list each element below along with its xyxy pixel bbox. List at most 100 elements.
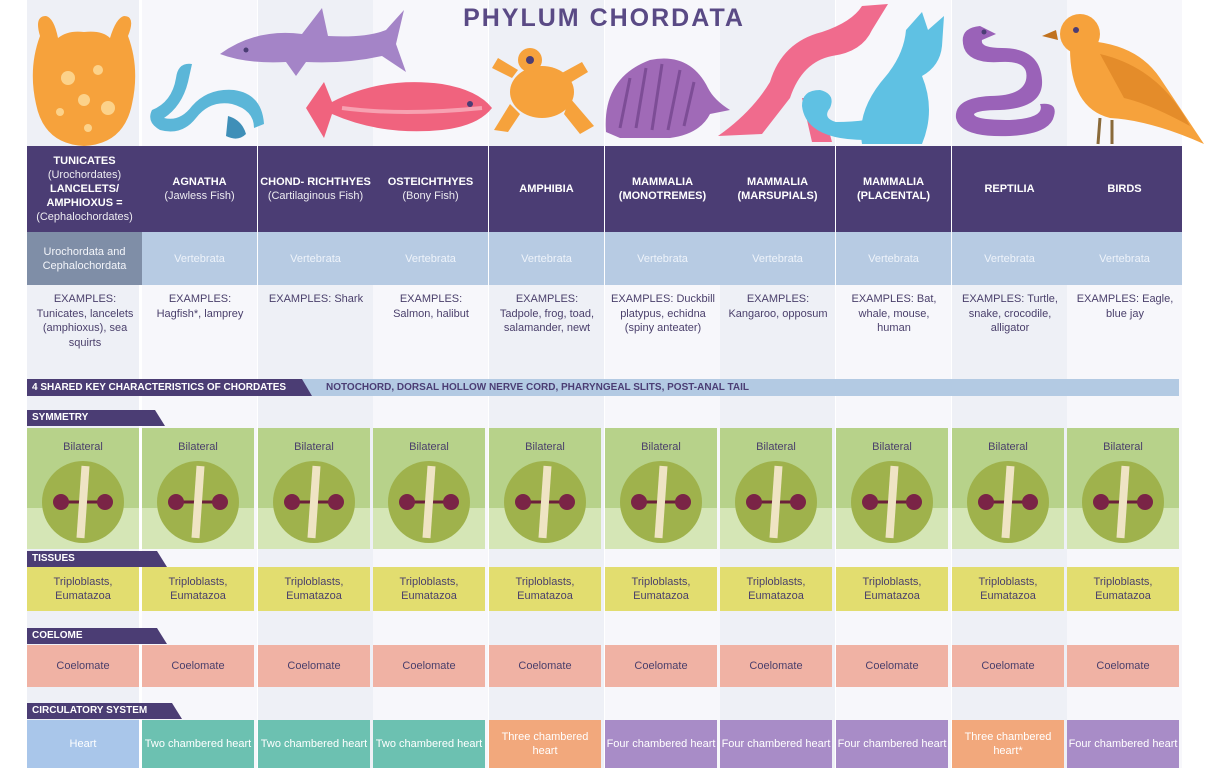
bilateral-symmetry-icon [504, 461, 586, 543]
class-header: MAMMALIA (PLACENTAL) [836, 146, 951, 232]
subphylum-cell: Vertebrata [142, 232, 257, 285]
bilateral-symmetry-icon [1082, 461, 1164, 543]
subphylum-cell: Vertebrata [489, 232, 604, 285]
snake-icon [955, 26, 1055, 137]
tissues-cell: Triploblasts, Eumatazoa [258, 567, 370, 611]
examples-cell: EXAMPLES: Kangaroo, opposum [728, 293, 828, 320]
bilateral-symmetry-icon [967, 461, 1049, 543]
class-name: REPTILIA [984, 183, 1035, 195]
examples-cell: EXAMPLES: Shark [268, 293, 364, 305]
bilateral-symmetry-icon [388, 461, 470, 543]
echidna-icon [605, 58, 730, 138]
subphylum-cell: Vertebrata [836, 232, 951, 285]
class-name: TUNICATES [53, 155, 116, 167]
subphylum-cell: Urochordata and Cephalochordata [27, 232, 142, 285]
examples-cell: EXAMPLES: Bat, whale, mouse, human [851, 293, 937, 334]
bilateral-symmetry-icon [273, 461, 355, 543]
class-name: CHOND- RICHTHYES [260, 176, 371, 188]
subphylum-cell: Vertebrata [373, 232, 488, 285]
bilateral-symmetry-icon [620, 461, 702, 543]
bilateral-symmetry-icon [735, 461, 817, 543]
class-header: MAMMALIA (MARSUPIALS) [720, 146, 835, 232]
class-common-name: (Urochordates) [47, 169, 122, 181]
tissues-cell: Triploblasts, Eumatazoa [605, 567, 717, 611]
class-common-name-secondary: (Cephalochordates) [36, 211, 133, 223]
shark-icon [220, 8, 406, 76]
salmon-icon [306, 82, 492, 138]
section-label-circulatory: CIRCULATORY SYSTEM [27, 703, 182, 719]
examples-cell: EXAMPLES: Eagle, blue jay [1076, 293, 1174, 320]
tissues-cell: Triploblasts, Eumatazoa [952, 567, 1064, 611]
coelome-cell: Coelomate [952, 645, 1064, 687]
coelome-cell: Coelomate [836, 645, 948, 687]
bilateral-symmetry-icon [851, 461, 933, 543]
cat-icon [802, 12, 944, 144]
class-name: MAMMALIA (MONOTREMES) [618, 176, 707, 202]
shared-characteristics-text: NOTOCHORD, DORSAL HOLLOW NERVE CORD, PHA… [326, 382, 749, 393]
coelome-cell: Coelomate [605, 645, 717, 687]
section-label-tissues: TISSUES [27, 551, 167, 567]
circulatory-cell: Four chambered heart [605, 720, 717, 768]
page-title: PHYLUM CHORDATA [463, 4, 745, 32]
tissues-cell: Triploblasts, Eumatazoa [1067, 567, 1179, 611]
coelome-cell: Coelomate [258, 645, 370, 687]
circulatory-cell: Four chambered heart [836, 720, 948, 768]
section-label-coelome: COELOME [27, 628, 167, 644]
circulatory-cell: Two chambered heart [142, 720, 254, 768]
bilateral-symmetry-icon [42, 461, 124, 543]
circulatory-cell: Three chambered heart* [952, 720, 1064, 768]
examples-cell: EXAMPLES: Duckbill platypus, echidna (sp… [611, 293, 715, 334]
circulatory-cell: Heart [27, 720, 139, 768]
circulatory-cell: Four chambered heart [1067, 720, 1179, 768]
circulatory-cell: Two chambered heart [258, 720, 370, 768]
examples-cell: EXAMPLES: Hagfish*, lamprey [156, 293, 244, 320]
class-header: TUNICATES (Urochordates) LANCELETS/ AMPHIO… [27, 146, 142, 232]
coelome-cell: Coelomate [27, 645, 139, 687]
examples-cell: EXAMPLES: Salmon, halibut [393, 293, 469, 320]
examples-cell: EXAMPLES: Tadpole, frog, toad, salamande… [499, 293, 595, 334]
class-common-name: (Bony Fish) [402, 190, 459, 202]
coelome-cell: Coelomate [373, 645, 485, 687]
tissues-cell: Triploblasts, Eumatazoa [373, 567, 485, 611]
tissues-cell: Triploblasts, Eumatazoa [836, 567, 948, 611]
circulatory-cell: Three chambered heart [489, 720, 601, 768]
eel-icon [150, 63, 264, 139]
class-header: OSTEICHTHYES (Bony Fish) [373, 146, 488, 232]
frog-icon [492, 48, 594, 134]
subphylum-cell: Vertebrata [720, 232, 835, 285]
class-header: CHOND- RICHTHYES (Cartilaginous Fish) [258, 146, 373, 232]
class-header: REPTILIA [952, 146, 1067, 232]
class-header: BIRDS [1067, 146, 1182, 232]
tissues-cell: Triploblasts, Eumatazoa [489, 567, 601, 611]
shared-characteristics-banner [27, 379, 1179, 396]
bilateral-symmetry-icon [157, 461, 239, 543]
subphylum-cell: Vertebrata [605, 232, 720, 285]
class-header: MAMMALIA (MONOTREMES) [605, 146, 720, 232]
class-header: AGNATHA (Jawless Fish) [142, 146, 257, 232]
class-name: MAMMALIA (PLACENTAL) [856, 176, 931, 202]
subphylum-cell: Vertebrata [258, 232, 373, 285]
circulatory-cell: Four chambered heart [720, 720, 832, 768]
coelome-cell: Coelomate [489, 645, 601, 687]
tunicate-icon [32, 16, 136, 146]
tissues-cell: Triploblasts, Eumatazoa [27, 567, 139, 611]
coelome-cell: Coelomate [1067, 645, 1179, 687]
tissues-cell: Triploblasts, Eumatazoa [720, 567, 832, 611]
subphylum-cell: Vertebrata [1067, 232, 1182, 285]
class-name-secondary: LANCELETS/ AMPHIOXUS = [46, 183, 123, 209]
class-name: BIRDS [1107, 183, 1142, 195]
coelome-cell: Coelomate [720, 645, 832, 687]
class-name: OSTEICHTHYES [387, 176, 474, 188]
shared-characteristics-label: 4 SHARED KEY CHARACTERISTICS OF CHORDATE… [27, 379, 312, 396]
class-name: AGNATHA [172, 176, 227, 188]
class-header: AMPHIBIA [489, 146, 604, 232]
tissues-cell: Triploblasts, Eumatazoa [142, 567, 254, 611]
examples-cell: EXAMPLES: Turtle, snake, crocodile, alli… [962, 293, 1058, 334]
class-common-name: (Jawless Fish) [164, 190, 235, 202]
class-common-name: (Cartilaginous Fish) [267, 190, 364, 202]
examples-cell: EXAMPLES: Tunicates, lancelets (amphioxu… [36, 293, 134, 349]
subphylum-cell: Vertebrata [952, 232, 1067, 285]
bird-icon [1042, 14, 1204, 145]
section-label-symmetry: SYMMETRY [27, 410, 165, 426]
